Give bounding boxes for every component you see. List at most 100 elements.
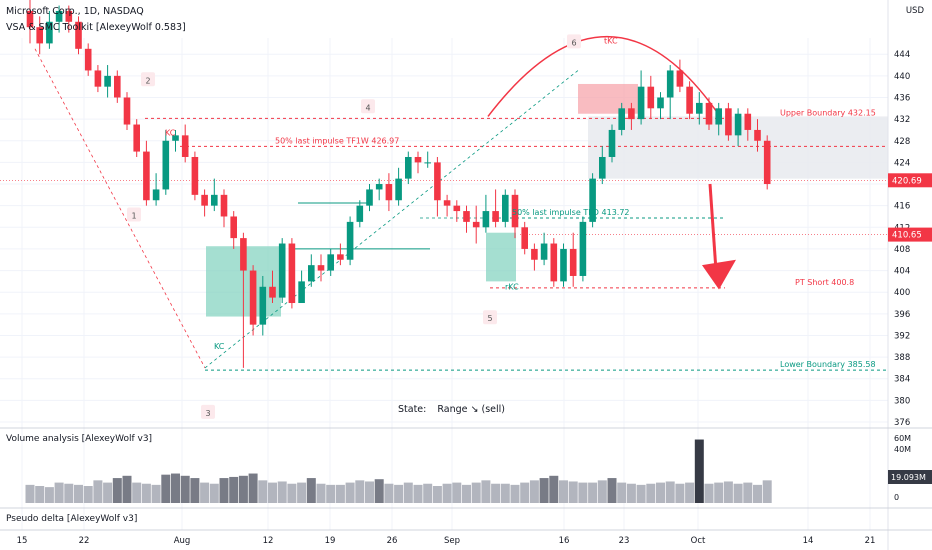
- candle-body: [230, 216, 237, 239]
- volume-bar: [180, 475, 190, 503]
- candle-body: [599, 156, 606, 179]
- volume-bar: [529, 480, 539, 503]
- candle-body: [628, 108, 635, 120]
- marker-label: KC: [214, 342, 225, 351]
- volume-bar: [277, 481, 287, 503]
- candle-body: [356, 205, 364, 222]
- down-arrow-head: [702, 259, 736, 290]
- volume-bar: [335, 484, 345, 503]
- volume-bar: [64, 483, 74, 503]
- volume-bar: [539, 478, 549, 503]
- y-tick-label: 416: [894, 202, 910, 212]
- volume-tick-label: 60M: [894, 434, 911, 443]
- candle-body: [676, 70, 684, 87]
- volume-bar: [44, 487, 54, 503]
- delta-pane-title[interactable]: Pseudo delta [AlexeyWolf v3]: [6, 514, 138, 524]
- candle-body: [123, 97, 131, 125]
- volume-tick-label: 40M: [894, 445, 911, 454]
- volume-bar: [326, 484, 336, 503]
- volume-bar: [132, 482, 142, 503]
- volume-bar: [229, 476, 239, 503]
- candle-body: [211, 194, 218, 206]
- volume-bar: [394, 484, 404, 503]
- candle-body: [385, 184, 393, 201]
- volume-bar: [597, 480, 607, 503]
- candles: [26, 0, 771, 368]
- volume-bar: [384, 483, 394, 503]
- candle-body: [502, 194, 509, 222]
- swing-label: 3: [205, 409, 210, 418]
- volume-bar: [306, 478, 316, 503]
- candle-body: [65, 10, 73, 22]
- state-label: State:: [398, 404, 427, 415]
- swing-label: 4: [365, 103, 370, 112]
- y-tick-label: 432: [894, 115, 910, 125]
- volume-bar: [442, 483, 452, 503]
- swing-label: 5: [487, 314, 492, 323]
- candle-body: [46, 21, 53, 44]
- volume-bar: [365, 481, 374, 503]
- volume-bar: [413, 484, 423, 503]
- volume-bar: [588, 482, 598, 503]
- volume-bar: [559, 480, 568, 503]
- volume-bar: [74, 484, 83, 503]
- x-tick-label: 23: [619, 536, 630, 546]
- candle-body: [453, 205, 461, 212]
- volume-bar: [704, 483, 714, 503]
- level-label: Lower Boundary 385.58: [780, 360, 876, 369]
- candle-body: [152, 189, 160, 201]
- volume-bar: [743, 482, 753, 503]
- volume-bar: [200, 482, 210, 503]
- candle-body: [647, 86, 655, 109]
- volume-bar: [432, 486, 442, 503]
- candle-body: [36, 27, 43, 44]
- candle-body: [249, 270, 257, 325]
- volume-bar: [171, 473, 180, 503]
- candle-body: [434, 162, 441, 201]
- volume-bar: [190, 478, 200, 503]
- candle-body: [754, 129, 761, 141]
- currency-label[interactable]: USD: [905, 6, 924, 16]
- volume-bar: [268, 482, 277, 503]
- candle-body: [511, 194, 519, 228]
- candle-body: [472, 221, 480, 228]
- candle-body: [686, 86, 693, 114]
- price-tag-text: 410.65: [892, 231, 922, 241]
- volume-bar: [549, 475, 559, 503]
- state-value: Range ↘ (sell): [437, 404, 505, 415]
- price-tag-bg: [888, 173, 932, 188]
- candle-body: [317, 265, 325, 271]
- volume-bar: [355, 480, 365, 503]
- marker-label: KC: [165, 128, 176, 137]
- candle-body: [240, 238, 247, 271]
- x-tick-label: 21: [865, 536, 876, 546]
- price-tag-text: 420.69: [892, 176, 922, 186]
- indicator-title[interactable]: VSA & SMC Toolkit [AlexeyWolf 0.583]: [6, 22, 186, 33]
- x-tick-label: 14: [803, 536, 814, 546]
- volume-bar: [345, 482, 355, 503]
- volume-bar: [626, 483, 636, 503]
- candle-body: [589, 178, 596, 222]
- level-label: 50% last impulse TF1W 426.97: [275, 136, 399, 145]
- x-tick-label: Oct: [691, 536, 706, 546]
- candle-body: [298, 281, 305, 304]
- volume-bar: [578, 482, 588, 503]
- candle-body: [492, 211, 499, 222]
- swing-badge: [361, 99, 375, 114]
- volume-bar: [112, 478, 122, 503]
- candle-body: [346, 221, 354, 260]
- candle-body: [608, 129, 616, 157]
- volume-bar: [520, 482, 530, 503]
- volume-bar: [93, 480, 103, 503]
- swing-label: 6: [571, 38, 576, 47]
- candle-body: [201, 194, 208, 206]
- volume-bar: [423, 483, 433, 503]
- x-tick-label: Sep: [444, 536, 460, 546]
- marker-label: tKC: [604, 36, 618, 45]
- candle-body: [550, 243, 558, 282]
- symbol-title: Microsoft Corp., 1D, NASDAQ: [6, 6, 144, 17]
- volume-pane-title[interactable]: Volume analysis [AlexeyWolf v3]: [6, 434, 153, 444]
- swing-badge: [127, 207, 141, 222]
